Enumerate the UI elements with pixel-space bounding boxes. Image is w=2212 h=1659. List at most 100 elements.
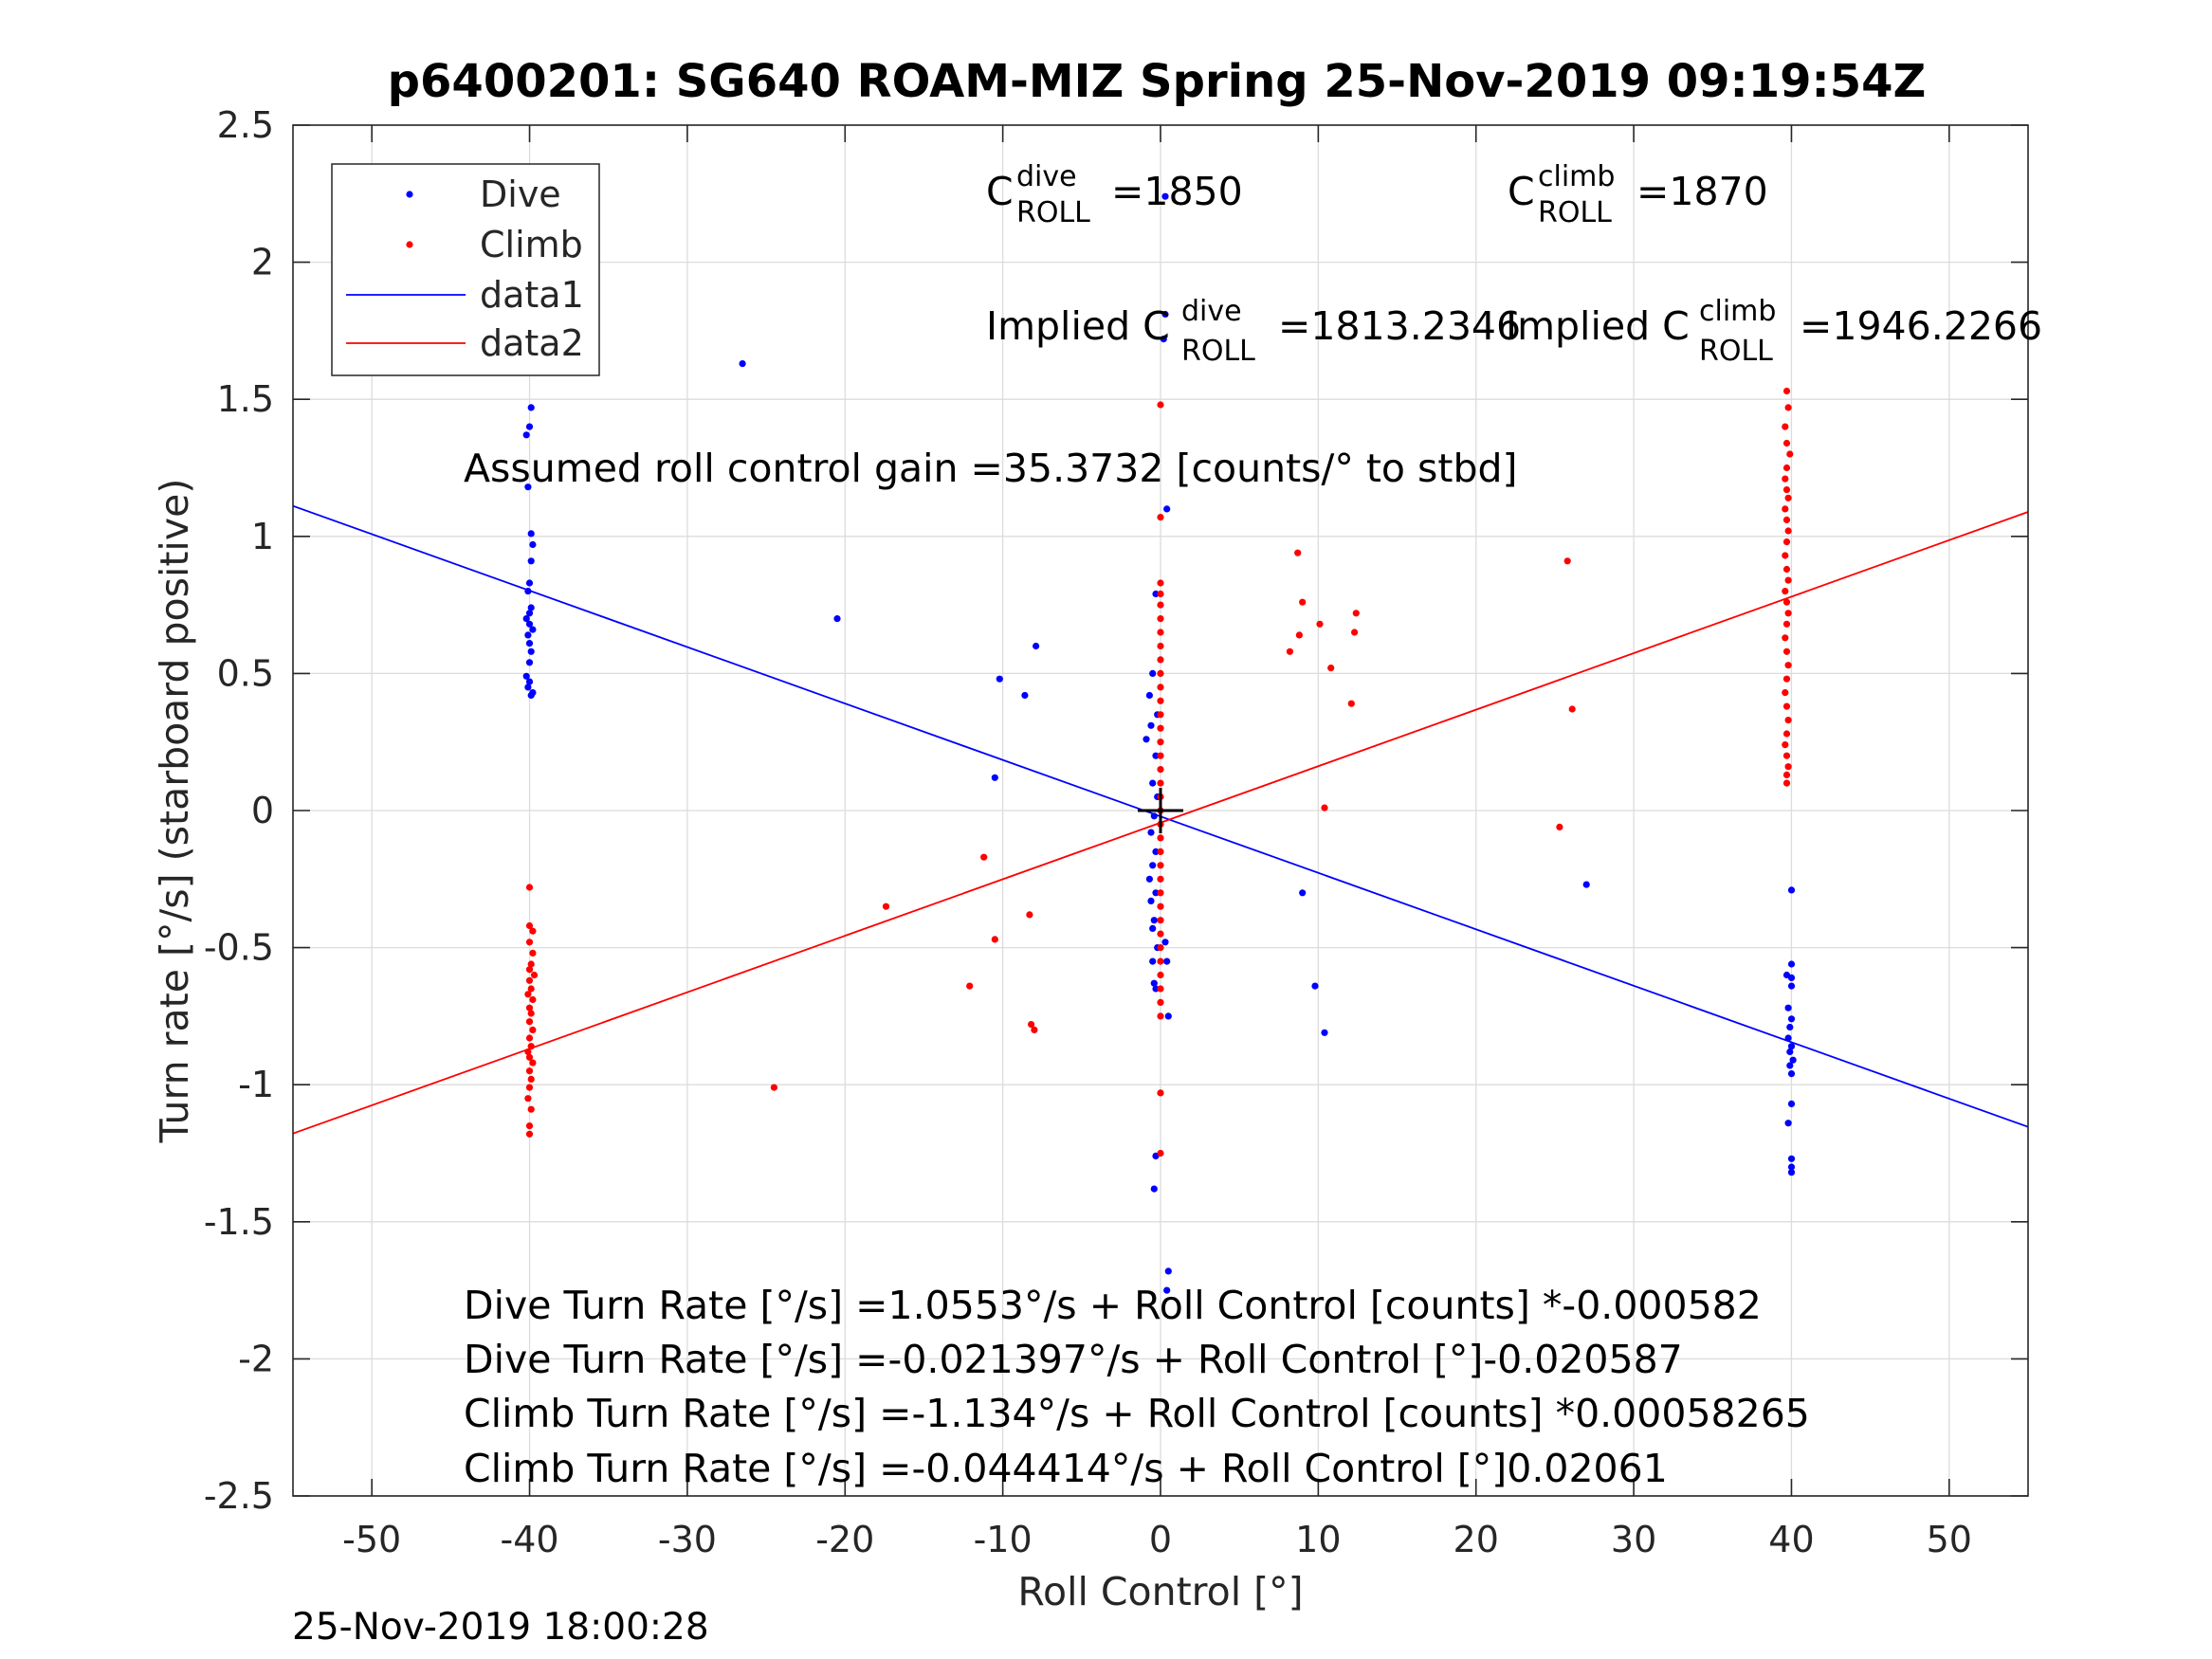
point-dive xyxy=(1160,336,1167,343)
point-dive xyxy=(1152,848,1160,856)
point-climb xyxy=(525,1084,534,1091)
point-climb xyxy=(1563,557,1571,565)
x-tick-label: 0 xyxy=(1149,1519,1172,1560)
point-dive xyxy=(1784,1034,1792,1042)
point-dive xyxy=(527,604,535,611)
point-dive xyxy=(1311,982,1319,990)
point-climb xyxy=(1157,889,1164,897)
point-dive xyxy=(1787,1100,1796,1107)
point-climb xyxy=(1784,763,1792,771)
point-climb xyxy=(1157,862,1164,869)
point-climb xyxy=(1157,1012,1164,1020)
point-climb xyxy=(1568,705,1576,713)
point-dive xyxy=(991,774,998,781)
svg-text:ROLL: ROLL xyxy=(1181,335,1255,368)
fit-equation-dive-counts: Dive Turn Rate [°/s] =1.0553°/s + Roll C… xyxy=(464,1283,1762,1328)
point-climb xyxy=(980,853,988,861)
point-climb xyxy=(1157,875,1164,883)
point-climb xyxy=(1782,675,1791,683)
point-climb xyxy=(1782,620,1791,628)
x-tick-label: -20 xyxy=(815,1519,874,1560)
point-climb xyxy=(1782,588,1789,595)
point-dive xyxy=(1152,752,1160,759)
x-axis-label: Roll Control [°] xyxy=(1017,1569,1303,1614)
point-dive xyxy=(1152,590,1160,598)
svg-text:C: C xyxy=(1508,169,1535,214)
x-tick-label: 30 xyxy=(1611,1519,1656,1560)
implied-c-roll-climb-annotation: Implied C climb ROLL =1946.2266 xyxy=(1506,295,2042,368)
svg-text:Implied C: Implied C xyxy=(1506,303,1690,349)
point-climb xyxy=(524,1095,532,1103)
point-dive xyxy=(1149,924,1157,933)
point-climb xyxy=(525,1122,534,1130)
svg-text:ROLL: ROLL xyxy=(1699,335,1773,368)
point-climb xyxy=(1784,576,1792,584)
point-climb xyxy=(1782,771,1791,779)
point-dive xyxy=(525,659,534,666)
point-dive xyxy=(527,404,535,411)
y-axis-label: Turn rate [°/s] (starboard positive) xyxy=(152,479,197,1144)
point-climb xyxy=(1782,741,1789,749)
point-climb xyxy=(1782,647,1791,655)
point-climb xyxy=(1782,779,1791,787)
point-climb xyxy=(1782,505,1789,513)
y-tick-labels: -2.5 -2 -1.5 -1 -0.5 0 0.5 1 1.5 2 2.5 xyxy=(204,104,274,1517)
point-dive xyxy=(1147,829,1155,836)
point-dive xyxy=(527,530,535,538)
point-dive xyxy=(525,640,534,647)
point-climb xyxy=(1784,494,1792,501)
point-dive xyxy=(524,631,532,639)
y-tick-label: 2 xyxy=(251,242,274,283)
legend-marker-climb xyxy=(406,241,413,248)
point-climb xyxy=(1352,610,1360,617)
point-climb xyxy=(525,939,534,946)
point-dive xyxy=(1149,862,1157,869)
point-dive xyxy=(1787,1070,1796,1078)
legend-box xyxy=(331,163,600,376)
y-tick-label: -0.5 xyxy=(204,927,274,969)
point-climb xyxy=(1782,516,1791,524)
point-climb xyxy=(1347,700,1355,707)
point-climb xyxy=(529,927,537,935)
point-dive xyxy=(739,360,746,368)
axes-box xyxy=(292,124,2029,1497)
point-dive xyxy=(1163,505,1171,513)
point-climb xyxy=(1157,615,1164,623)
svg-text:dive: dive xyxy=(1016,160,1077,193)
point-dive xyxy=(1164,1012,1172,1020)
y-tick-label: 0.5 xyxy=(217,652,274,694)
point-dive xyxy=(1147,897,1155,905)
point-climb xyxy=(525,884,534,891)
point-climb xyxy=(529,995,537,1004)
legend-marker-dive xyxy=(406,191,413,198)
point-dive xyxy=(1150,979,1158,987)
point-climb xyxy=(1782,538,1791,546)
point-dive xyxy=(1033,642,1040,650)
point-climb xyxy=(527,1075,535,1083)
legend: Dive Climb data1 data2 xyxy=(331,163,600,376)
point-climb xyxy=(1157,971,1164,979)
point-climb xyxy=(524,991,532,998)
point-dive xyxy=(525,423,534,430)
point-climb xyxy=(1157,669,1164,678)
point-climb xyxy=(1157,998,1164,1006)
point-climb xyxy=(1157,1089,1164,1097)
point-dive xyxy=(1787,1155,1796,1162)
point-climb xyxy=(1157,697,1164,704)
point-dive xyxy=(1150,1185,1158,1193)
point-climb xyxy=(1784,662,1792,669)
data-points xyxy=(521,192,1797,1294)
point-dive xyxy=(1787,1163,1796,1171)
point-climb xyxy=(1782,752,1791,759)
point-climb xyxy=(1327,665,1335,672)
point-dive xyxy=(1789,1056,1797,1064)
point-climb xyxy=(1784,610,1792,617)
point-climb xyxy=(525,1034,534,1042)
point-climb xyxy=(1782,475,1789,483)
point-climb xyxy=(1157,711,1164,719)
point-climb xyxy=(1782,702,1791,710)
point-dive xyxy=(1150,917,1158,924)
y-tick-label: 1.5 xyxy=(217,378,274,420)
point-climb xyxy=(1157,834,1164,842)
